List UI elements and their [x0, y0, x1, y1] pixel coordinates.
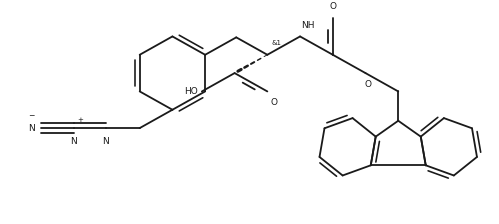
Text: −: −: [28, 111, 34, 120]
Text: N: N: [70, 137, 77, 146]
Text: +: +: [77, 117, 83, 123]
Text: O: O: [329, 2, 336, 11]
Text: O: O: [270, 98, 277, 107]
Text: HO: HO: [184, 87, 198, 96]
Text: &1: &1: [271, 40, 281, 46]
Text: NH: NH: [301, 21, 314, 30]
Text: N: N: [102, 137, 109, 146]
Text: N: N: [28, 124, 34, 133]
Text: O: O: [364, 80, 371, 89]
